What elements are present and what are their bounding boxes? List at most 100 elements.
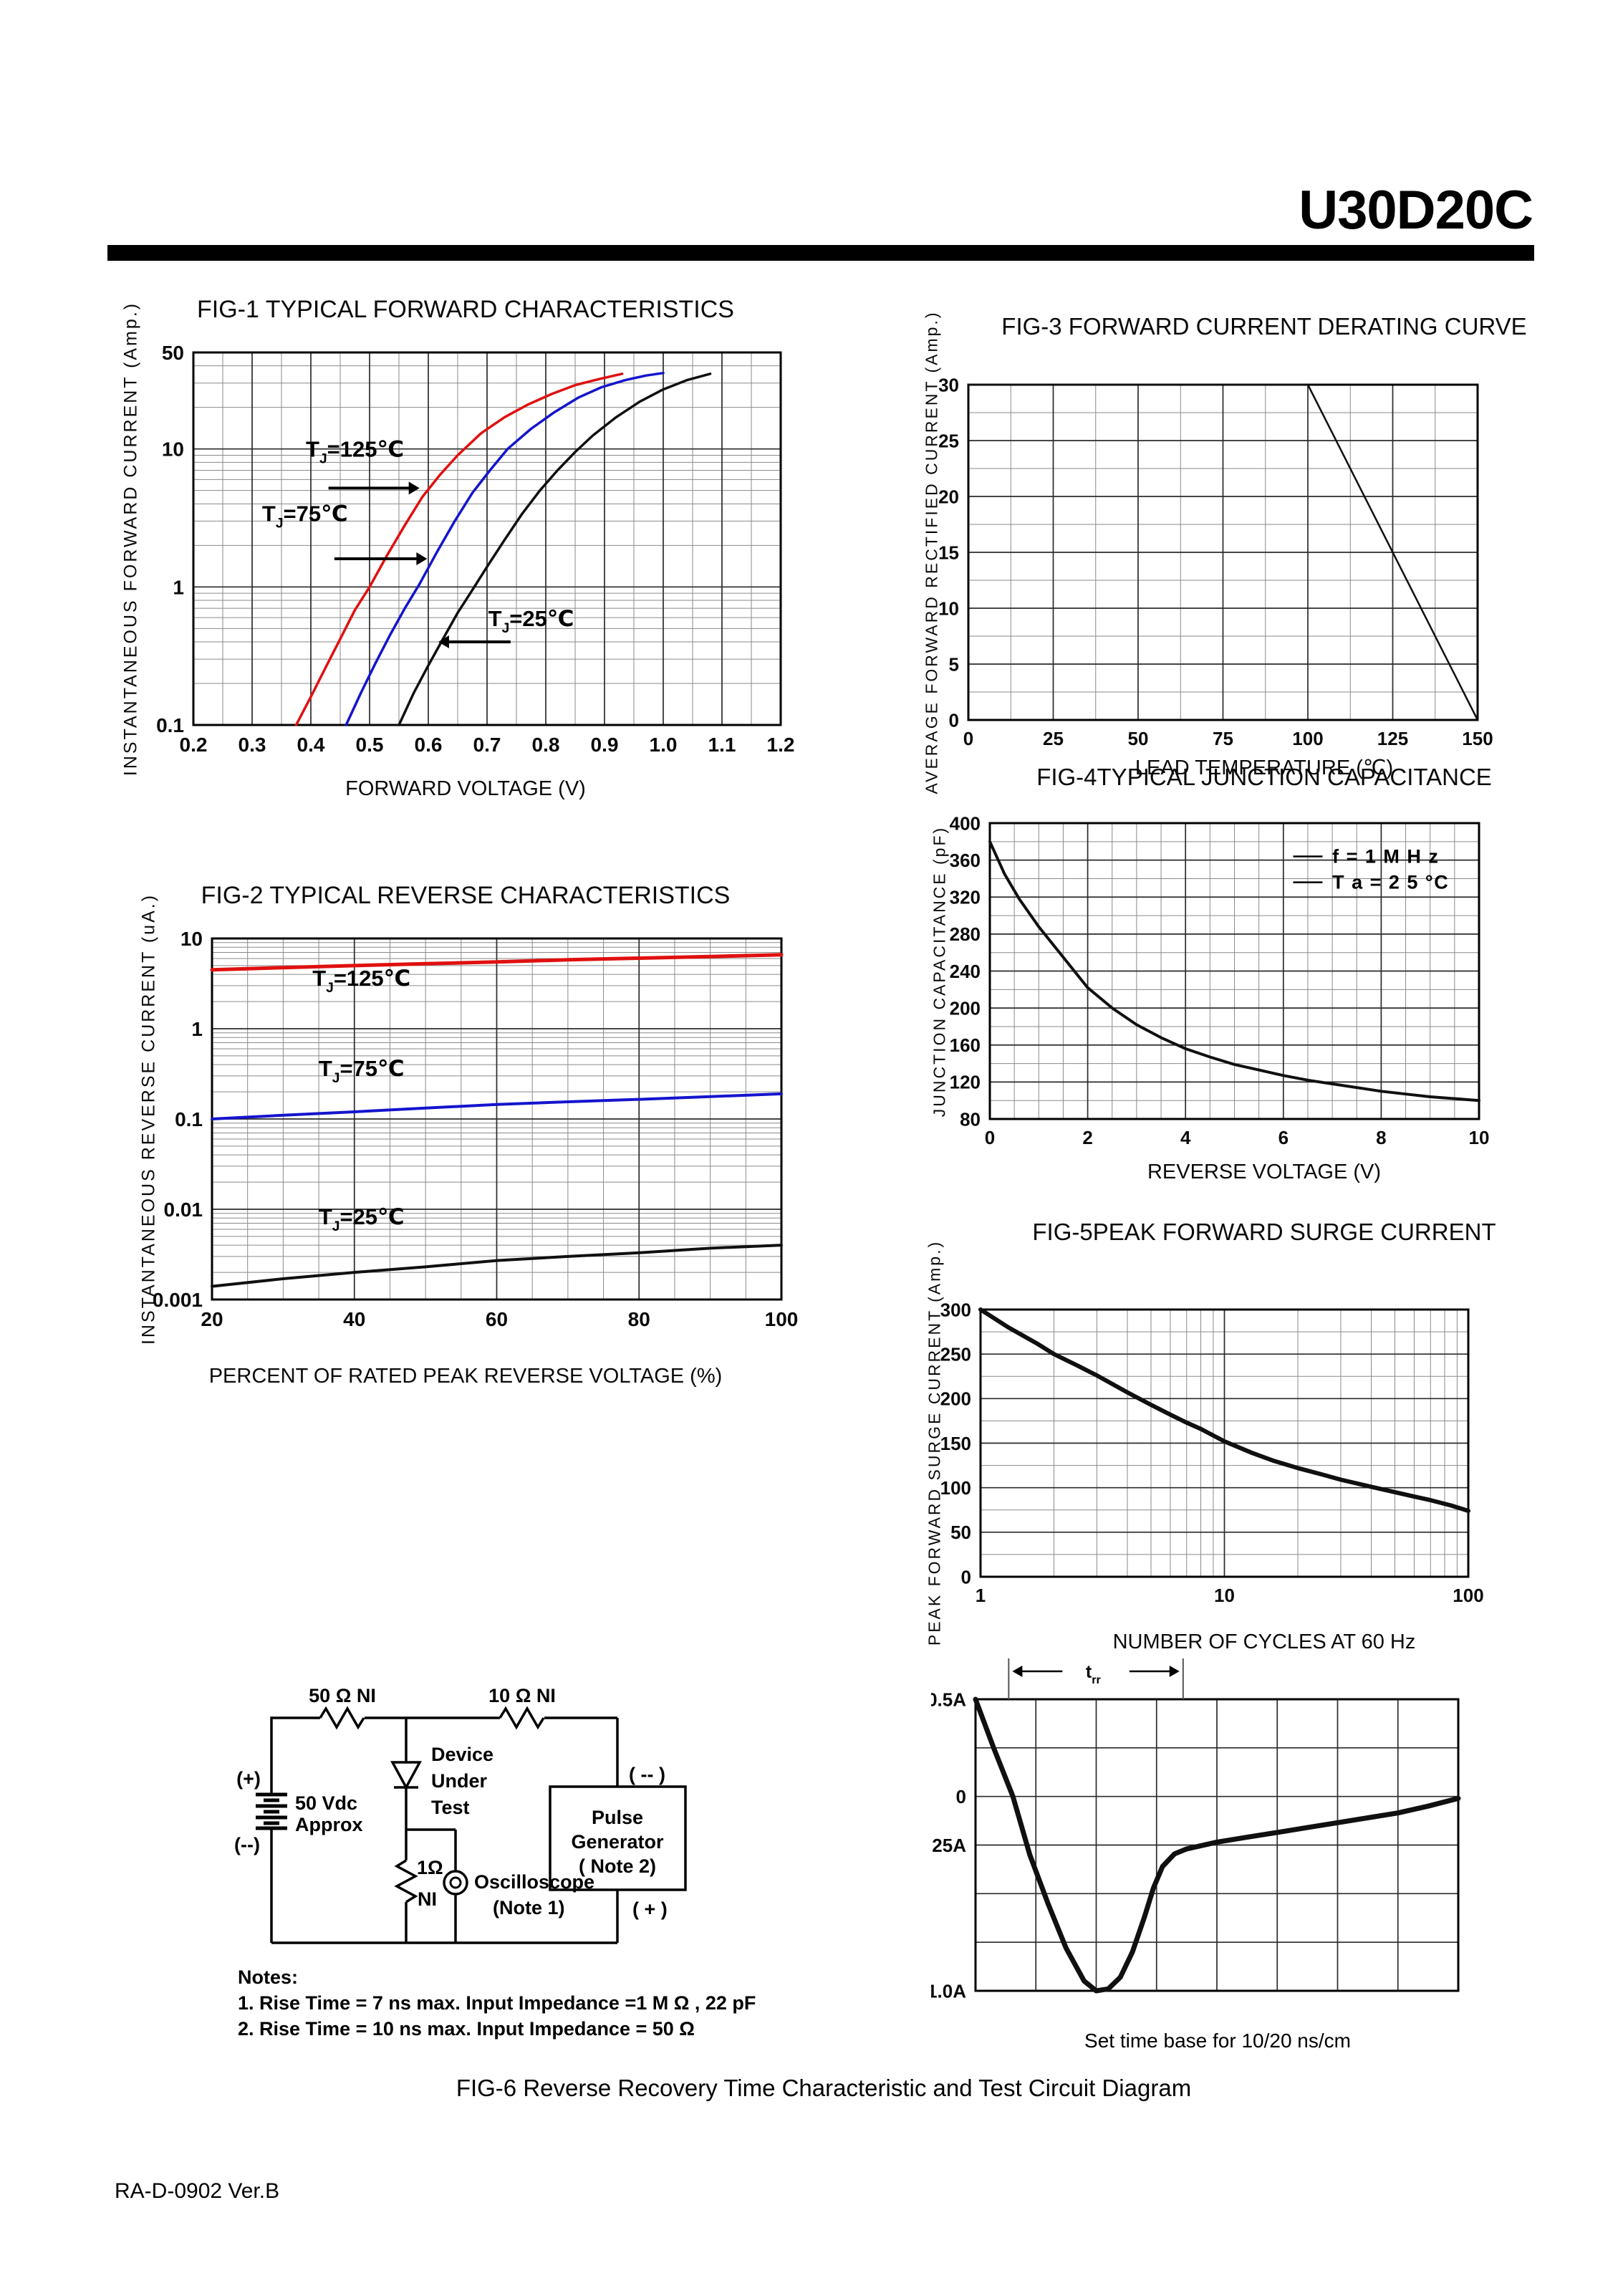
- svg-text:20: 20: [201, 1308, 223, 1330]
- fig4-plot: 0 2 4 6 8 10 80 120 160 200 240 280 320 360 400 f = 1 M…: [950, 812, 1490, 1148]
- resistor-1ohm: [394, 1859, 418, 1903]
- fig5-plot: 1 10 100 0 50 100 150 200 250 300: [940, 1299, 1484, 1606]
- source-voltage-label-2: Approx: [295, 1814, 363, 1835]
- svg-text:0.4: 0.4: [297, 734, 325, 756]
- plot-border: [974, 1698, 1460, 1992]
- svg-text:1.1: 1.1: [708, 734, 736, 756]
- series-Cj: [988, 840, 1480, 1103]
- notes-line-2: 2. Rise Time = 10 ns max. Input Impedanc…: [238, 2018, 695, 2040]
- curve-label: TJ=125℃: [312, 966, 410, 996]
- tick-labels: 0.2 0.3 0.4 0.5 0.6 0.7 0.8 0.9 1.0 1.1 1.2 0.1 1 10 5…: [156, 342, 794, 756]
- document-version-footer: RA-D-0902 Ver.B: [115, 2179, 280, 2203]
- major-grid: [975, 1699, 1459, 1992]
- svg-text:10: 10: [180, 928, 203, 950]
- svg-text:80: 80: [960, 1108, 981, 1130]
- svg-text:280: 280: [950, 923, 981, 945]
- oscilloscope-symbol: [443, 1870, 468, 1896]
- fig2-chart: 20 40 60 80 100 0.001 0.01 0.1 1 10 TJ=125℃ TJ=75℃ T…: [107, 910, 824, 1383]
- svg-text:0.6: 0.6: [415, 734, 443, 756]
- svg-text:150: 150: [940, 1433, 971, 1454]
- svg-text:10: 10: [162, 438, 184, 461]
- fig6-timebase-caption: Set time base for 10/20 ns/cm: [1084, 2030, 1351, 2052]
- fig4-x-axis-label: REVERSE VOLTAGE (V): [1147, 1161, 1382, 1183]
- battery-plus-label: (+): [236, 1768, 261, 1790]
- svg-text:10: 10: [938, 597, 959, 619]
- series-TJ=125C: [294, 373, 624, 726]
- major-grid: [968, 384, 1478, 721]
- resistor-50ohm: [319, 1706, 365, 1730]
- pulse-generator-neg-label: ( -- ): [629, 1764, 665, 1785]
- pulse-generator-label-1: Pulse: [592, 1807, 643, 1828]
- curve-label: TJ=75℃: [262, 501, 348, 531]
- svg-text:0.8: 0.8: [532, 734, 560, 756]
- svg-text:15: 15: [938, 542, 959, 563]
- series-surge: [978, 1307, 1470, 1513]
- curve-label: TJ=25℃: [488, 606, 574, 636]
- svg-text:60: 60: [486, 1308, 508, 1330]
- tick-labels: 1 10 100 0 50 100 150 200 250 300: [940, 1299, 1484, 1606]
- svg-text:0: 0: [956, 1786, 966, 1807]
- fig6-waveform-chart: +0.5A 0 -0.25A -1.0A trr: [910, 1651, 1504, 2052]
- resistor-50ohm-label: 50 Ω NI: [309, 1685, 376, 1706]
- svg-text:25: 25: [938, 430, 959, 451]
- svg-text:5: 5: [949, 653, 959, 675]
- series-derating: [967, 383, 1479, 721]
- svg-text:1: 1: [976, 1585, 986, 1606]
- svg-text:2: 2: [1082, 1127, 1092, 1148]
- battery-symbol: [256, 1792, 287, 1830]
- tick-labels: 0 25 50 75 100 125 150 0 5 10 15 20 25 30: [938, 374, 1493, 749]
- fig5-chart: 1 10 100 0 50 100 150 200 250 300: [924, 1250, 1604, 1637]
- svg-text:160: 160: [950, 1034, 981, 1056]
- svg-text:+0.5A: +0.5A: [931, 1689, 966, 1710]
- pulse-generator-box: [549, 1785, 687, 1891]
- notes-block: Notes: 1. Rise Time = 7 ns max. Input Im…: [238, 1964, 756, 2042]
- svg-text:320: 320: [950, 887, 981, 908]
- plot-border: [192, 351, 782, 726]
- oscilloscope-label: Oscilloscope: [474, 1871, 594, 1893]
- series-TJ=75C: [211, 1092, 783, 1120]
- svg-text:8: 8: [1376, 1127, 1386, 1148]
- svg-text:1.2: 1.2: [767, 734, 795, 756]
- fig3-x-axis-label: LEAD TEMPERATURE (℃): [1135, 756, 1394, 779]
- svg-text:200: 200: [940, 1388, 971, 1410]
- fig1-x-axis-label: FORWARD VOLTAGE (V): [345, 777, 586, 800]
- plot-border: [988, 822, 1480, 1120]
- fig3-title: FIG-3 FORWARD CURRENT DERATING CURVE: [1001, 313, 1527, 340]
- resistor-1ohm-ni-label: NI: [418, 1888, 437, 1910]
- fig2-plot: 20 40 60 80 100 0.001 0.01 0.1 1 10 TJ=125℃ TJ=75℃ T…: [153, 928, 798, 1330]
- svg-text:0: 0: [963, 728, 973, 749]
- svg-text:0.9: 0.9: [591, 734, 619, 756]
- svg-text:40: 40: [343, 1308, 365, 1330]
- svg-text:0.2: 0.2: [180, 734, 208, 756]
- svg-text:100: 100: [1453, 1585, 1483, 1606]
- dut-label-1: Device: [431, 1744, 493, 1765]
- svg-text:20: 20: [938, 486, 959, 507]
- svg-text:360: 360: [950, 850, 981, 871]
- header-rule: [107, 245, 1534, 261]
- resistor-10ohm: [499, 1706, 545, 1730]
- notes-line-1: 1. Rise Time = 7 ns max. Input Impedance…: [238, 1992, 756, 2014]
- series-TJ=25C: [211, 1244, 783, 1288]
- fig3-chart: 0 25 50 75 100 125 150 0 5 10 15 20 25 30: [924, 355, 1604, 799]
- wave-plot: +0.5A 0 -0.25A -1.0A trr: [910, 1658, 1461, 2002]
- series-TJ=25C: [398, 373, 712, 726]
- svg-text:0: 0: [985, 1127, 995, 1148]
- svg-text:1.0: 1.0: [650, 734, 678, 756]
- svg-text:50: 50: [950, 1522, 971, 1543]
- fig6-test-circuit-diagram: 50 Ω NI 10 Ω NI (+) (--) 50 Vdc Approx D…: [234, 1685, 687, 1944]
- svg-text:4: 4: [1180, 1127, 1191, 1148]
- condition-label: T a = 2 5 °C: [1332, 872, 1449, 893]
- circuit-wires: [270, 1706, 687, 1944]
- svg-text:1: 1: [191, 1018, 203, 1040]
- svg-text:240: 240: [950, 961, 981, 982]
- svg-text:200: 200: [950, 997, 981, 1019]
- fig2-title: FIG-2 TYPICAL REVERSE CHARACTERISTICS: [201, 882, 731, 909]
- svg-text:250: 250: [940, 1344, 971, 1365]
- svg-text:0.1: 0.1: [156, 714, 184, 736]
- fig1-chart: 0.2 0.3 0.4 0.5 0.6 0.7 0.8 0.9 1.0 1.1 1.2 0.1 1 10 5…: [107, 326, 824, 827]
- curve-label: TJ=25℃: [319, 1204, 405, 1234]
- fig2-x-axis-label: PERCENT OF RATED PEAK REVERSE VOLTAGE (%…: [208, 1365, 723, 1388]
- fig1-title: FIG-1 TYPICAL FORWARD CHARACTERISTICS: [197, 296, 734, 323]
- fig5-x-axis-label: NUMBER OF CYCLES AT 60 Hz: [1112, 1630, 1416, 1653]
